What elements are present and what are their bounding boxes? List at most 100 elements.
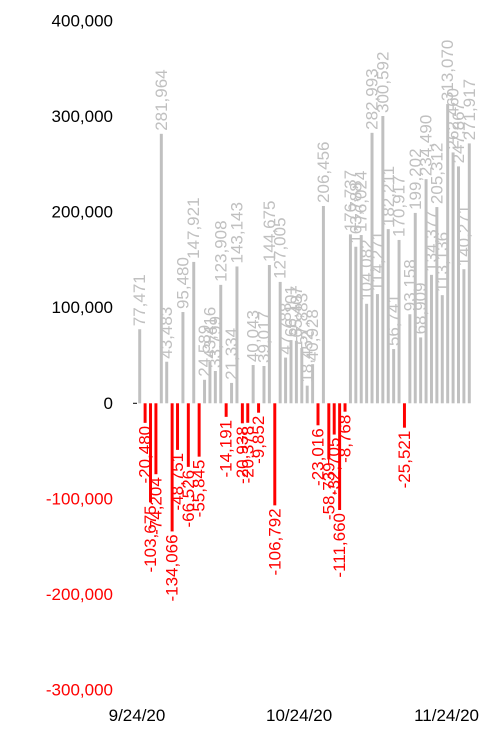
- data-label: -48,751: [168, 453, 187, 511]
- data-label: 176,737: [341, 170, 360, 231]
- data-label: 68,909: [411, 282, 430, 334]
- bar-positive: [300, 347, 304, 404]
- data-label: 77,471: [130, 274, 149, 326]
- bar-positive: [354, 246, 358, 404]
- bar-negative: [273, 403, 277, 506]
- x-tick-label: 10/24/20: [266, 706, 332, 725]
- bar-negative: [143, 403, 147, 423]
- bar-positive: [235, 266, 239, 404]
- bar-positive: [251, 365, 255, 404]
- data-label: 234,490: [417, 115, 436, 176]
- bar-negative: [170, 403, 174, 532]
- bar-positive: [219, 284, 223, 404]
- data-label: 113,136: [433, 232, 452, 292]
- data-label: 104,082: [357, 239, 376, 300]
- data-label: 282,993: [363, 68, 382, 129]
- bar-positive: [348, 234, 352, 404]
- bar-negative: [327, 403, 331, 460]
- bar-positive: [462, 269, 466, 404]
- data-label: 262,460: [444, 88, 463, 149]
- data-label: 66,101: [281, 285, 300, 337]
- bar-positive: [267, 265, 271, 404]
- bar-positive: [321, 205, 325, 404]
- bar-positive: [419, 337, 423, 404]
- bar-positive: [429, 274, 433, 404]
- data-label: 313,070: [438, 40, 457, 101]
- data-label: 143,143: [227, 202, 246, 263]
- y-tick-label: 200,000: [52, 203, 113, 222]
- bar-positive: [435, 207, 439, 404]
- data-label: -14,191: [217, 420, 236, 478]
- bar-positive: [284, 357, 288, 404]
- data-label: -20,938: [233, 426, 252, 484]
- bar-positive: [289, 340, 293, 404]
- bar-positive: [159, 133, 163, 404]
- bar-positive: [397, 239, 401, 404]
- y-tick-label: -300,000: [46, 681, 113, 700]
- bar-positive: [305, 385, 309, 404]
- data-label: 300,592: [373, 52, 392, 113]
- data-label: -32,705: [325, 438, 344, 496]
- bar-positive: [365, 303, 369, 404]
- bar-positive: [230, 382, 234, 404]
- data-label: 247,867: [449, 102, 468, 163]
- y-tick-label: 300,000: [52, 107, 113, 126]
- bar-positive: [311, 364, 315, 404]
- data-label: 176,024: [352, 171, 371, 232]
- data-label: 39,017: [254, 311, 273, 363]
- bar-negative: [154, 403, 158, 475]
- data-label: -25,521: [395, 431, 414, 489]
- data-label: 93,158: [400, 259, 419, 311]
- data-label: 134,377: [422, 210, 441, 271]
- bar-positive: [381, 116, 385, 404]
- bar-positive: [392, 349, 396, 404]
- y-tick-label: 100,000: [52, 298, 113, 317]
- bar-negative: [186, 403, 190, 467]
- data-label: -106,792: [265, 508, 284, 575]
- bar-negative: [402, 403, 406, 428]
- data-label: 127,005: [271, 217, 290, 278]
- bar-positive: [386, 229, 390, 404]
- data-label: -103,675: [141, 505, 160, 572]
- bar-positive: [165, 361, 169, 404]
- data-labels: 77,471 -20,480 -103,675-74,204 281,964 43,48…: [130, 40, 479, 602]
- y-tick-label: 0: [104, 394, 113, 413]
- data-label: -20,480: [136, 426, 155, 484]
- data-label: -74,204: [146, 477, 165, 535]
- data-label: -20,378: [238, 426, 257, 484]
- bar-negative: [246, 403, 250, 423]
- data-label: -23,016: [309, 428, 328, 486]
- data-label: 43,416: [200, 307, 219, 359]
- data-label: 21,334: [222, 328, 241, 380]
- bar-positive: [451, 152, 455, 404]
- data-label: 123,908: [211, 220, 230, 281]
- data-label: -8,768: [336, 415, 355, 463]
- y-tick-label: 400,000: [52, 12, 113, 31]
- bar-negative: [176, 403, 180, 450]
- data-label: -58,739: [319, 462, 338, 520]
- bar-positive: [467, 143, 471, 404]
- data-label: -111,660: [330, 513, 349, 578]
- bar-negative: [316, 403, 320, 426]
- data-label: 271,917: [460, 79, 479, 140]
- data-label: -9,852: [249, 416, 268, 464]
- data-label: 43,483: [157, 307, 176, 359]
- data-label: -55,845: [190, 460, 209, 518]
- bar-positive: [208, 361, 212, 404]
- bar-positive: [278, 281, 282, 404]
- bar-positive: [213, 370, 217, 404]
- data-label: 33,799: [206, 316, 225, 368]
- bar-positive: [375, 294, 379, 404]
- y-axis: 400,000 300,000 200,000 100,000 0 -100,000 -20…: [46, 12, 113, 700]
- bar-positive: [359, 235, 363, 404]
- bar-positive: [294, 340, 298, 404]
- bar-positive: [138, 329, 142, 404]
- x-axis: 9/24/20 10/24/20 11/24/20: [109, 706, 479, 725]
- data-label: 47,788: [276, 303, 295, 355]
- bar-positive: [446, 104, 450, 404]
- data-label: 140,271: [454, 205, 473, 266]
- bar-negative: [224, 403, 228, 417]
- data-label: 281,964: [152, 69, 171, 130]
- bar-positive: [457, 166, 460, 404]
